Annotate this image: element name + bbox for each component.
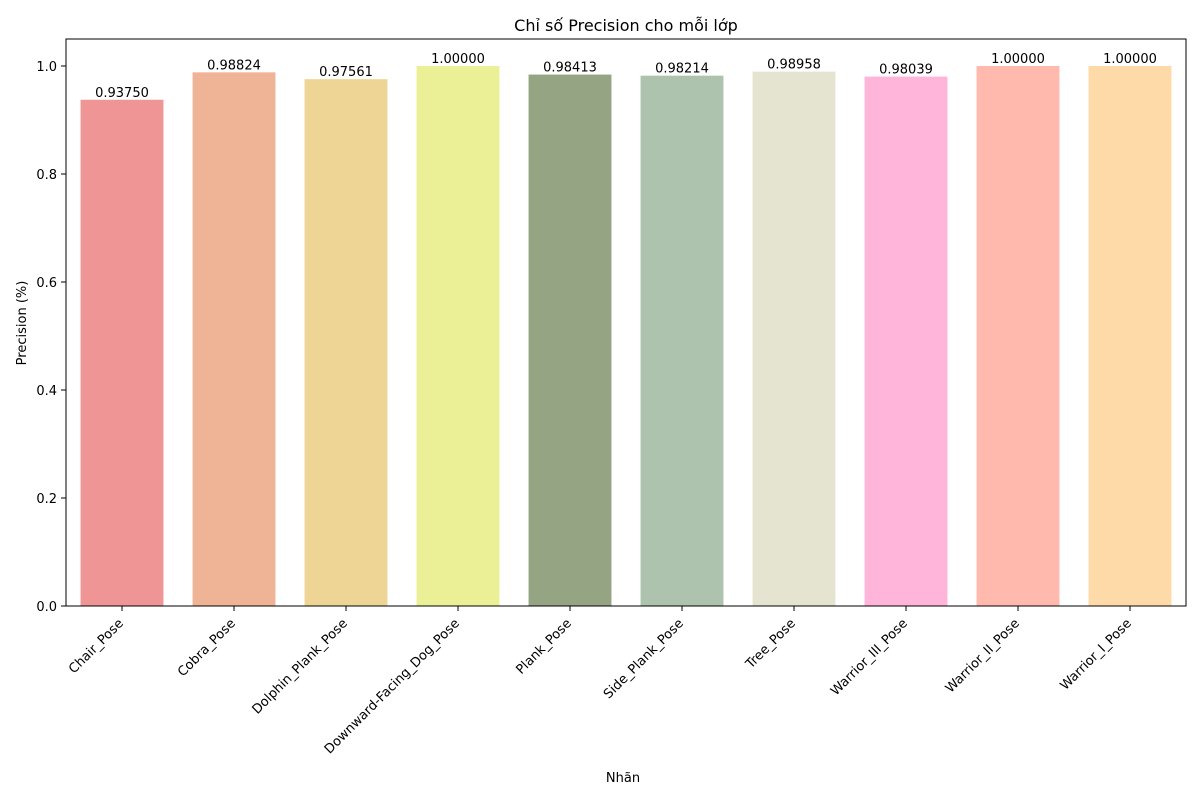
x-axis-label: Nhãn — [606, 771, 640, 786]
y-tick-label: 0.2 — [36, 492, 57, 507]
bar-dolphin-plank-pose — [304, 79, 388, 607]
y-axis-label: Precision (%) — [15, 281, 30, 366]
bar-chair-pose — [80, 99, 164, 606]
plot-frame — [65, 38, 1187, 607]
bar-plank-pose — [528, 74, 612, 606]
x-tick-label: Warrior_I_Pose — [1058, 616, 1135, 693]
data-label: 1.00000 — [1103, 52, 1157, 67]
x-axis: Chair_Pose Cobra_Pose Dolphin_Plank_PoseDo… — [66, 606, 1135, 757]
bar-downward-facing-dog-pose — [416, 66, 500, 606]
data-label: 0.97561 — [319, 65, 373, 80]
data-labels-group: 0.93750 0.98824 0.97561 1.00000 0.98413 0.982… — [95, 52, 1157, 101]
data-label: 0.98958 — [767, 58, 821, 73]
y-tick-label: 0.0 — [36, 600, 57, 615]
data-label: 1.00000 — [991, 52, 1045, 67]
y-tick-label: 0.4 — [36, 384, 57, 399]
y-axis: 0.0 0.2 0.4 0.6 0.8 1.0 — [36, 60, 66, 615]
bars-group — [80, 66, 1172, 607]
x-tick-label: Plank_Pose — [513, 616, 574, 677]
bar-tree-pose — [752, 71, 836, 606]
data-label: 0.98039 — [879, 63, 933, 78]
data-label: 0.98413 — [543, 61, 597, 76]
bar-side-plank-pose — [640, 75, 724, 606]
data-label: 0.93750 — [95, 86, 149, 101]
bar-warrior-i-pose — [1088, 66, 1172, 606]
y-tick-label: 0.8 — [36, 168, 57, 183]
data-label: 1.00000 — [431, 52, 485, 67]
bar-warrior-ii-pose — [976, 66, 1060, 606]
data-label: 0.98824 — [207, 58, 261, 73]
y-tick-label: 1.0 — [36, 60, 57, 75]
x-tick-label: Cobra_Pose — [175, 616, 239, 680]
chart-title: Chỉ số Precision cho mỗi lớp — [514, 16, 738, 35]
x-tick-label: Warrior_II_Pose — [943, 616, 1023, 696]
x-tick-label: Warrior_III_Pose — [828, 616, 911, 699]
bar-warrior-iii-pose — [864, 76, 948, 606]
data-label: 0.98214 — [655, 62, 709, 77]
y-tick-label: 0.6 — [36, 276, 57, 291]
bar-cobra-pose — [192, 72, 276, 606]
x-tick-label: Tree_Pose — [742, 616, 798, 672]
x-tick-label: Chair_Pose — [66, 616, 127, 677]
x-tick-label: Downward-Facing_Dog_Pose — [322, 616, 463, 757]
x-tick-label: Side_Plank_Pose — [601, 616, 687, 702]
x-tick-label: Dolphin_Plank_Pose — [250, 616, 351, 717]
